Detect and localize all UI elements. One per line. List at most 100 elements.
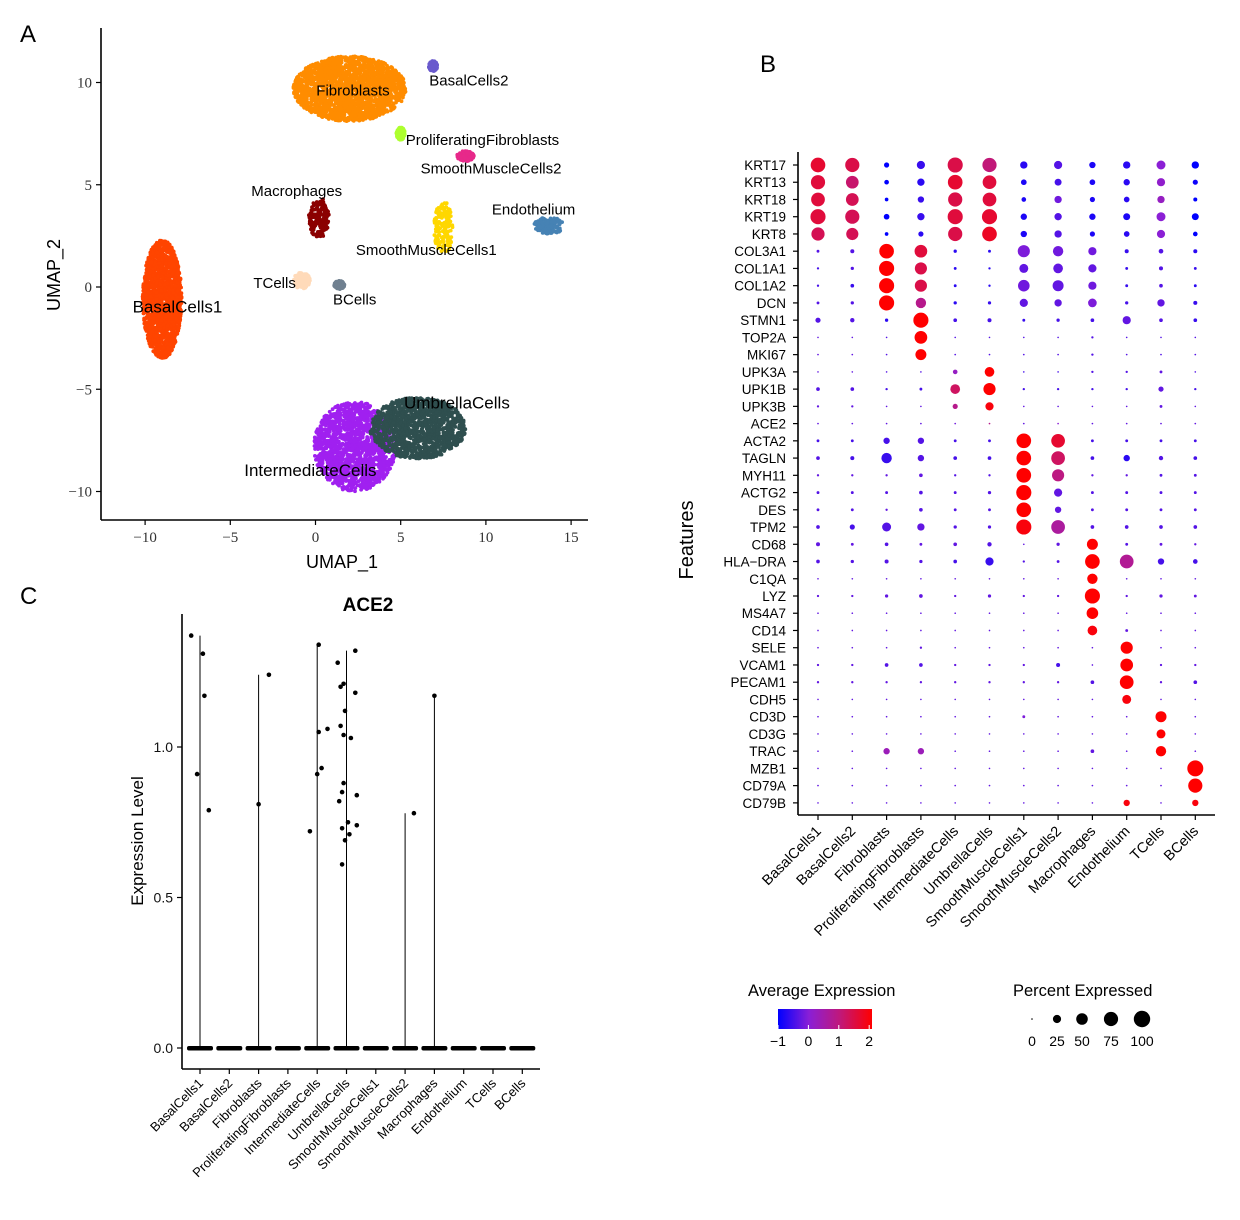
- umap-point: [356, 104, 361, 109]
- umap-point: [149, 260, 154, 265]
- umap-point: [299, 102, 304, 107]
- umap-point: [327, 65, 332, 70]
- umap-point: [434, 229, 438, 234]
- umap-point: [549, 224, 553, 229]
- umap-point: [319, 63, 323, 67]
- umap-point: [545, 221, 549, 226]
- umap-point: [552, 224, 557, 229]
- umap-point: [345, 77, 350, 82]
- umap-point: [365, 114, 370, 119]
- umap-point: [160, 275, 165, 280]
- umap-point: [471, 153, 475, 158]
- umap-point: [393, 90, 397, 94]
- umap-point: [150, 323, 155, 328]
- umap-point: [331, 60, 336, 65]
- umap-point: [319, 106, 323, 110]
- umap-point: [173, 283, 178, 288]
- umap-point: [298, 79, 303, 84]
- umap-point: [168, 251, 172, 256]
- umap-point: [432, 218, 437, 223]
- umap-point: [165, 337, 170, 342]
- umap-point: [358, 107, 363, 112]
- umap-point: [323, 74, 328, 78]
- umap-point: [343, 65, 348, 69]
- umap-point: [338, 105, 342, 110]
- umap-point: [367, 102, 372, 107]
- umap-point: [299, 71, 304, 76]
- umap-point: [442, 231, 447, 235]
- umap-point: [163, 261, 168, 266]
- umap-point: [381, 70, 385, 74]
- umap-point: [401, 136, 406, 141]
- umap-point: [152, 316, 157, 321]
- umap-point: [173, 258, 178, 263]
- umap-point: [347, 62, 352, 66]
- umap-point: [320, 207, 325, 212]
- umap-point: [170, 283, 175, 288]
- umap-point: [338, 65, 343, 69]
- umap-point: [147, 319, 152, 324]
- umap-point: [144, 329, 149, 333]
- umap-point: [308, 105, 313, 110]
- umap-point: [176, 324, 181, 328]
- umap-point: [160, 249, 165, 254]
- umap-point: [446, 229, 451, 234]
- umap-point: [315, 73, 320, 78]
- umap-point: [296, 85, 301, 89]
- umap-point: [398, 91, 403, 96]
- umap-point: [338, 118, 343, 123]
- umap-point: [163, 266, 167, 271]
- umap-point: [352, 102, 357, 107]
- umap-point: [399, 82, 404, 86]
- umap-point: [311, 86, 316, 91]
- umap-point: [391, 106, 396, 111]
- umap-point: [145, 261, 150, 265]
- umap-point: [436, 226, 440, 231]
- umap-point: [403, 86, 408, 91]
- umap-point: [460, 149, 465, 154]
- umap-point: [156, 268, 160, 273]
- umap-point: [354, 71, 358, 76]
- umap-point: [361, 62, 366, 67]
- umap-point: [177, 276, 182, 281]
- umap-point: [179, 291, 184, 295]
- umap-point: [314, 61, 318, 66]
- umap-point: [171, 329, 176, 333]
- umap-point: [386, 69, 391, 74]
- umap-point: [398, 130, 402, 135]
- umap-point: [325, 60, 329, 65]
- umap-point: [153, 246, 158, 250]
- umap-point: [444, 224, 448, 229]
- umap-point: [395, 98, 400, 103]
- umap-point: [160, 334, 165, 339]
- umap-point: [450, 223, 455, 228]
- umap-point: [316, 203, 320, 208]
- umap-point: [352, 113, 356, 118]
- umap-point: [318, 234, 323, 239]
- umap-point: [171, 288, 175, 293]
- umap-point: [361, 111, 366, 115]
- umap-point: [163, 288, 168, 293]
- umap-point: [446, 211, 451, 216]
- umap-point: [554, 230, 559, 235]
- umap-cluster-macrophages: [307, 197, 331, 239]
- umap-point: [401, 132, 406, 137]
- umap-point: [303, 92, 308, 97]
- umap-point: [170, 334, 175, 338]
- umap-point: [351, 55, 356, 60]
- umap-point: [363, 69, 368, 73]
- umap-point: [338, 54, 343, 59]
- umap-point: [325, 220, 330, 225]
- umap-point: [332, 112, 337, 117]
- umap-point: [442, 220, 447, 225]
- umap-point: [143, 325, 148, 330]
- umap-point: [314, 200, 319, 204]
- umap-point: [304, 79, 308, 83]
- umap-point: [337, 71, 342, 76]
- panel-letter-a: A: [20, 21, 36, 48]
- umap-point: [457, 154, 462, 159]
- umap-point: [165, 341, 170, 346]
- umap-point: [331, 66, 335, 70]
- umap-point: [328, 75, 332, 80]
